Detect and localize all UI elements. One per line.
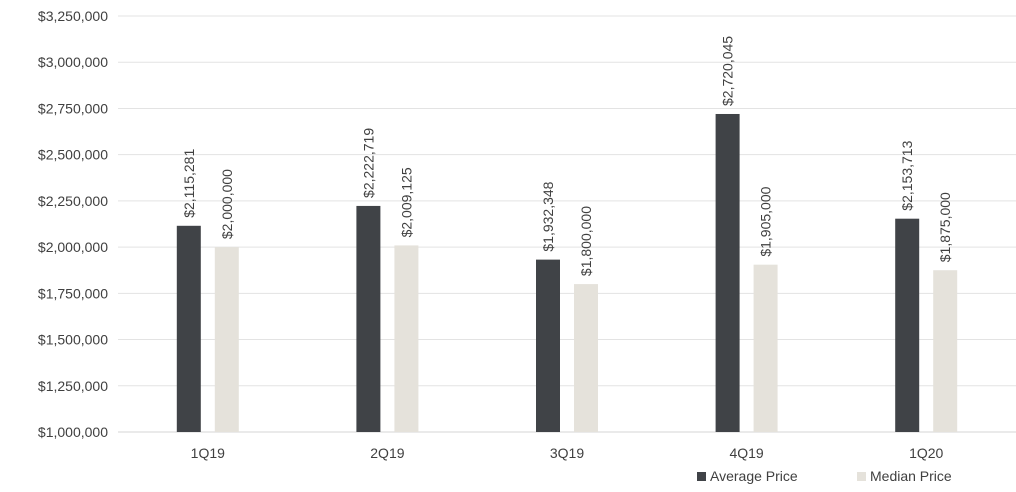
x-category-label: 3Q19 (550, 445, 584, 461)
y-axis-ticks: $1,000,000 $1,250,000 $1,500,000 $1,750,000… (38, 8, 108, 440)
x-axis-categories: 1Q19 2Q19 3Q19 4Q19 1Q20 (191, 445, 944, 461)
legend-swatch-median (857, 472, 866, 481)
y-tick-label: $1,500,000 (38, 332, 108, 348)
gridlines (118, 15, 1016, 433)
x-category-label: 1Q20 (909, 445, 943, 461)
x-category-label: 2Q19 (370, 445, 404, 461)
x-category-label: 1Q19 (191, 445, 225, 461)
average-price-bar (715, 113, 740, 432)
legend-label-median: Median Price (870, 468, 952, 484)
average-price-bar (895, 218, 920, 432)
legend-swatch-average (697, 472, 706, 481)
average-price-bar (536, 259, 560, 432)
median-price-bar (574, 284, 598, 432)
median-price-bar (214, 247, 239, 432)
y-tick-label: $2,750,000 (38, 100, 108, 116)
x-category-label: 4Q19 (729, 445, 763, 461)
median-price-bar (933, 270, 958, 432)
legend: Average Price Median Price (697, 468, 952, 484)
y-tick-label: $2,000,000 (38, 239, 108, 255)
average-price-bar (356, 205, 381, 432)
average-price-bar (176, 225, 201, 432)
legend-label-average: Average Price (710, 468, 798, 484)
data-labels: $2,115,281 $2,000,000 $2,222,719 $2,009,125… (181, 36, 953, 276)
median-price-data-label: $2,009,125 (398, 167, 414, 237)
median-price-data-label: $1,800,000 (578, 206, 594, 276)
y-tick-label: $1,000,000 (38, 424, 108, 440)
y-tick-label: $2,250,000 (38, 193, 108, 209)
median-price-bar (394, 245, 419, 432)
average-price-data-label: $2,115,281 (181, 149, 197, 218)
y-tick-label: $2,500,000 (38, 147, 108, 163)
median-price-data-label: $1,875,000 (937, 192, 953, 262)
y-tick-label: $3,000,000 (38, 54, 108, 70)
average-price-data-label: $1,932,348 (540, 181, 556, 251)
average-price-data-label: $2,153,713 (899, 140, 915, 210)
average-price-data-label: $2,720,045 (720, 36, 736, 106)
y-tick-label: $1,750,000 (38, 285, 108, 301)
y-tick-label: $3,250,000 (38, 8, 108, 24)
median-price-bar (753, 264, 778, 432)
y-tick-label: $1,250,000 (38, 378, 108, 394)
median-price-data-label: $2,000,000 (219, 169, 235, 239)
bars (176, 113, 958, 432)
median-price-data-label: $1,905,000 (758, 186, 774, 256)
average-price-data-label: $2,222,719 (360, 128, 376, 198)
